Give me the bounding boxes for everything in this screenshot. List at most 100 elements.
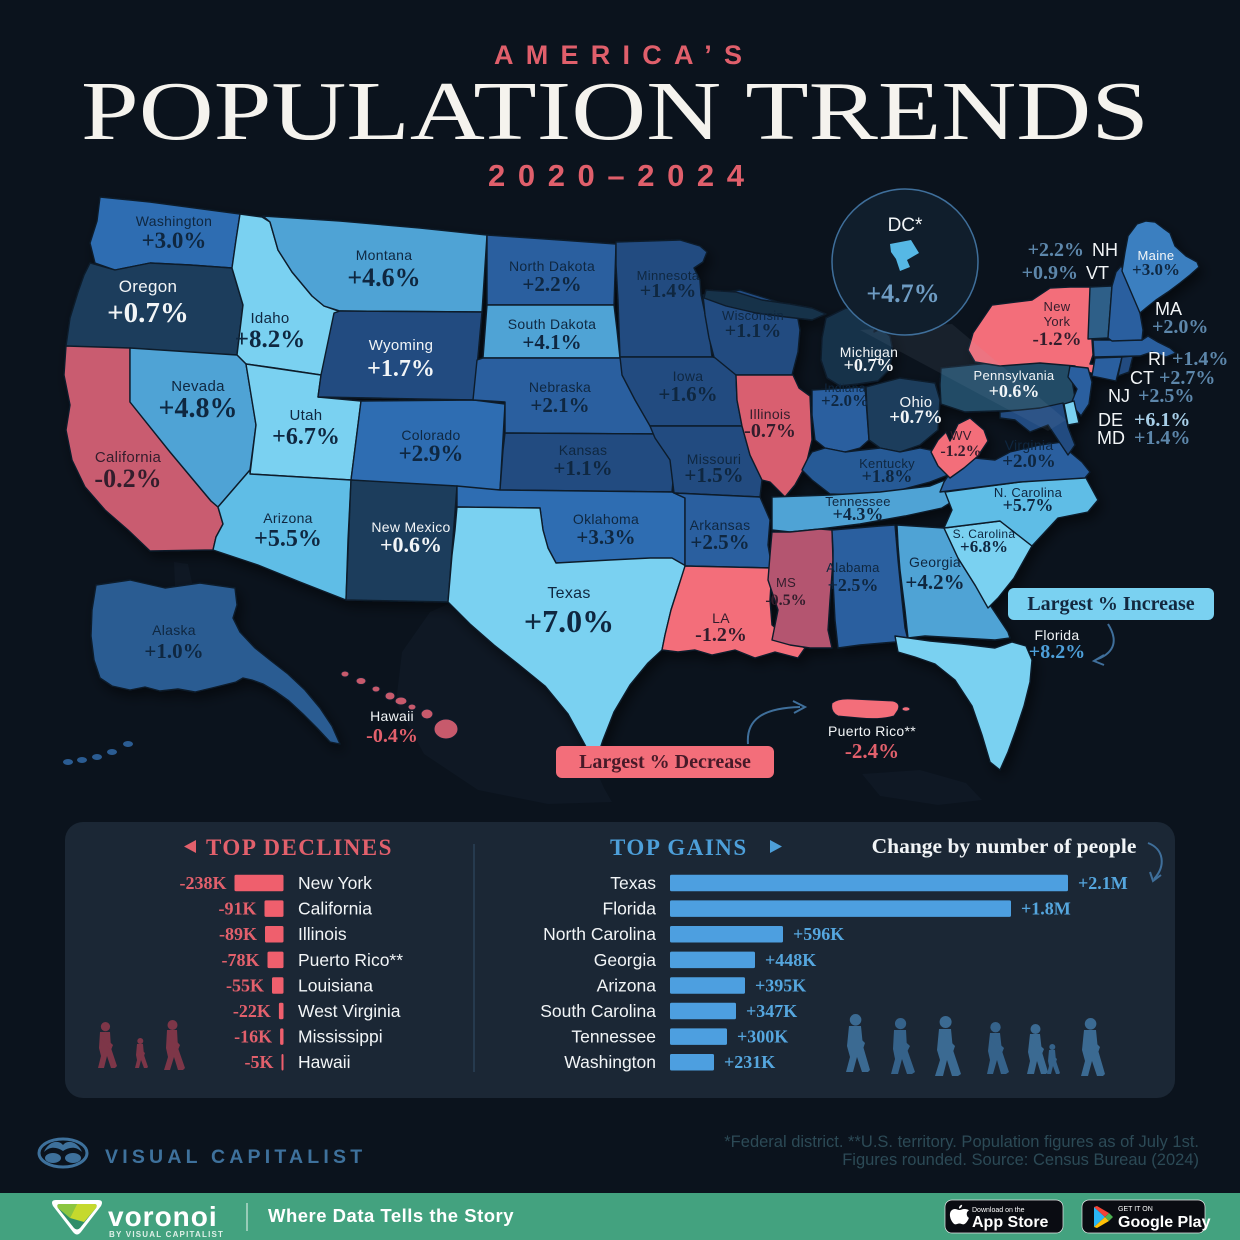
svg-text:+395K: +395K — [755, 975, 806, 995]
svg-text:TOP GAINS: TOP GAINS — [610, 835, 748, 860]
svg-text:Florida: Florida — [603, 899, 657, 919]
svg-text:Largest % Increase: Largest % Increase — [1027, 593, 1194, 615]
svg-text:+2.1%: +2.1% — [530, 393, 589, 417]
svg-text:-238K: -238K — [180, 873, 227, 893]
svg-text:+1.4%: +1.4% — [1134, 427, 1190, 449]
svg-text:+4.2%: +4.2% — [905, 570, 964, 594]
svg-text:Hawaii: Hawaii — [370, 708, 414, 724]
svg-text:Puerto Rico**: Puerto Rico** — [828, 723, 916, 739]
svg-text:Largest % Decrease: Largest % Decrease — [579, 751, 751, 773]
svg-text:+0.9%: +0.9% — [1022, 262, 1078, 284]
svg-text:South Dakota: South Dakota — [508, 316, 596, 332]
svg-text:+1.8%: +1.8% — [862, 466, 913, 486]
svg-text:York: York — [1044, 314, 1071, 329]
svg-text:-89K: -89K — [219, 924, 257, 944]
svg-text:MD: MD — [1097, 428, 1125, 448]
svg-text:WV: WV — [950, 428, 972, 443]
svg-text:Arizona: Arizona — [263, 510, 313, 526]
svg-text:Nebraska: Nebraska — [529, 379, 591, 395]
svg-text:West Virginia: West Virginia — [298, 1001, 401, 1021]
svg-text:Wyoming: Wyoming — [369, 337, 433, 354]
svg-text:DE: DE — [1098, 410, 1123, 430]
svg-text:-1.2%: -1.2% — [1032, 329, 1081, 350]
svg-text:*Federal district. **U.S. terr: *Federal district. **U.S. territory. Pop… — [724, 1133, 1199, 1151]
svg-text:+300K: +300K — [737, 1027, 788, 1047]
svg-text:Colorado: Colorado — [401, 427, 460, 443]
svg-text:-5K: -5K — [245, 1052, 274, 1072]
svg-text:+4.8%: +4.8% — [159, 393, 238, 424]
svg-text:Maine: Maine — [1138, 248, 1175, 263]
svg-text:+3.0%: +3.0% — [142, 228, 207, 253]
svg-text:California: California — [95, 449, 162, 466]
svg-text:+6.1%: +6.1% — [1134, 409, 1190, 431]
svg-text:+2.2%: +2.2% — [522, 272, 581, 296]
svg-text:-0.2%: -0.2% — [94, 464, 161, 493]
svg-text:+4.7%: +4.7% — [866, 279, 939, 308]
svg-text:California: California — [298, 899, 372, 919]
svg-text:N. Carolina: N. Carolina — [994, 485, 1063, 500]
svg-text:+2.0%: +2.0% — [1002, 451, 1056, 472]
svg-text:+4.6%: +4.6% — [347, 263, 420, 292]
svg-text:-22K: -22K — [233, 1001, 271, 1021]
svg-text:South Carolina: South Carolina — [540, 1001, 656, 1021]
svg-text:Washington: Washington — [564, 1052, 656, 1072]
svg-text:Wisconsin: Wisconsin — [722, 308, 784, 323]
svg-text:Montana: Montana — [356, 247, 413, 263]
svg-text:+4.1%: +4.1% — [522, 330, 581, 354]
svg-text:-78K: -78K — [222, 950, 260, 970]
svg-text:+0.6%: +0.6% — [989, 381, 1040, 401]
svg-text:+3.3%: +3.3% — [576, 525, 635, 549]
svg-text:Mississippi: Mississippi — [298, 1027, 383, 1047]
svg-text:POPULATION TRENDS: POPULATION TRENDS — [81, 65, 1149, 158]
svg-text:+1.1%: +1.1% — [725, 320, 781, 342]
svg-text:+1.0%: +1.0% — [144, 639, 203, 663]
svg-text:+231K: +231K — [724, 1052, 775, 1072]
svg-text:New York: New York — [298, 873, 372, 893]
svg-text:DC*: DC* — [888, 215, 923, 236]
svg-text:Iowa: Iowa — [673, 368, 704, 384]
svg-text:Texas: Texas — [547, 585, 590, 602]
svg-text:voronoi: voronoi — [108, 1201, 218, 1232]
svg-text:MS: MS — [776, 575, 796, 590]
svg-text:Arizona: Arizona — [597, 975, 657, 995]
svg-text:+1.7%: +1.7% — [367, 356, 435, 382]
svg-text:+2.5%: +2.5% — [1138, 385, 1194, 407]
svg-text:Tennessee: Tennessee — [571, 1027, 656, 1047]
svg-text:+2.5%: +2.5% — [690, 530, 749, 554]
svg-text:+6.8%: +6.8% — [960, 537, 1008, 556]
svg-text:+0.7%: +0.7% — [107, 297, 189, 329]
svg-text:-0.4%: -0.4% — [366, 725, 418, 747]
svg-text:-1.2%: -1.2% — [940, 443, 981, 460]
svg-text:Washington: Washington — [136, 213, 212, 229]
svg-text:+1.6%: +1.6% — [658, 382, 717, 406]
svg-text:+2.5%: +2.5% — [828, 575, 879, 595]
svg-text:-16K: -16K — [234, 1027, 272, 1047]
svg-text:+2.0%: +2.0% — [1152, 316, 1208, 338]
svg-text:Utah: Utah — [290, 407, 323, 424]
svg-text:VISUAL CAPITALIST: VISUAL CAPITALIST — [105, 1146, 366, 1168]
svg-text:Puerto Rico**: Puerto Rico** — [298, 950, 403, 970]
svg-text:Tennessee: Tennessee — [825, 494, 891, 509]
svg-text:+1.4%: +1.4% — [640, 280, 696, 302]
svg-text:Illinois: Illinois — [298, 924, 347, 944]
svg-text:Oklahoma: Oklahoma — [573, 511, 639, 527]
svg-text:+8.2%: +8.2% — [1029, 641, 1085, 663]
svg-text:+3.0%: +3.0% — [1132, 260, 1180, 279]
svg-text:Pennsylvania: Pennsylvania — [974, 368, 1055, 383]
svg-text:Download on the: Download on the — [972, 1207, 1025, 1214]
svg-text:LA: LA — [712, 610, 730, 626]
svg-text:NH: NH — [1092, 240, 1118, 260]
svg-text:Alabama: Alabama — [826, 560, 880, 575]
svg-text:-1.2%: -1.2% — [695, 624, 747, 646]
svg-text:New: New — [1044, 299, 1071, 314]
svg-text:-91K: -91K — [219, 899, 257, 919]
svg-text:+6.7%: +6.7% — [272, 424, 340, 450]
svg-text:+8.2%: +8.2% — [235, 326, 306, 353]
svg-text:Georgia: Georgia — [909, 554, 961, 570]
svg-text:-0.5%: -0.5% — [765, 592, 806, 609]
svg-text:Figures rounded. Source: Censu: Figures rounded. Source: Census Bureau (… — [842, 1151, 1199, 1169]
svg-text:VT: VT — [1086, 263, 1109, 283]
svg-text:Oregon: Oregon — [119, 277, 178, 296]
svg-text:Kansas: Kansas — [559, 442, 608, 458]
svg-text:NJ: NJ — [1108, 386, 1130, 406]
